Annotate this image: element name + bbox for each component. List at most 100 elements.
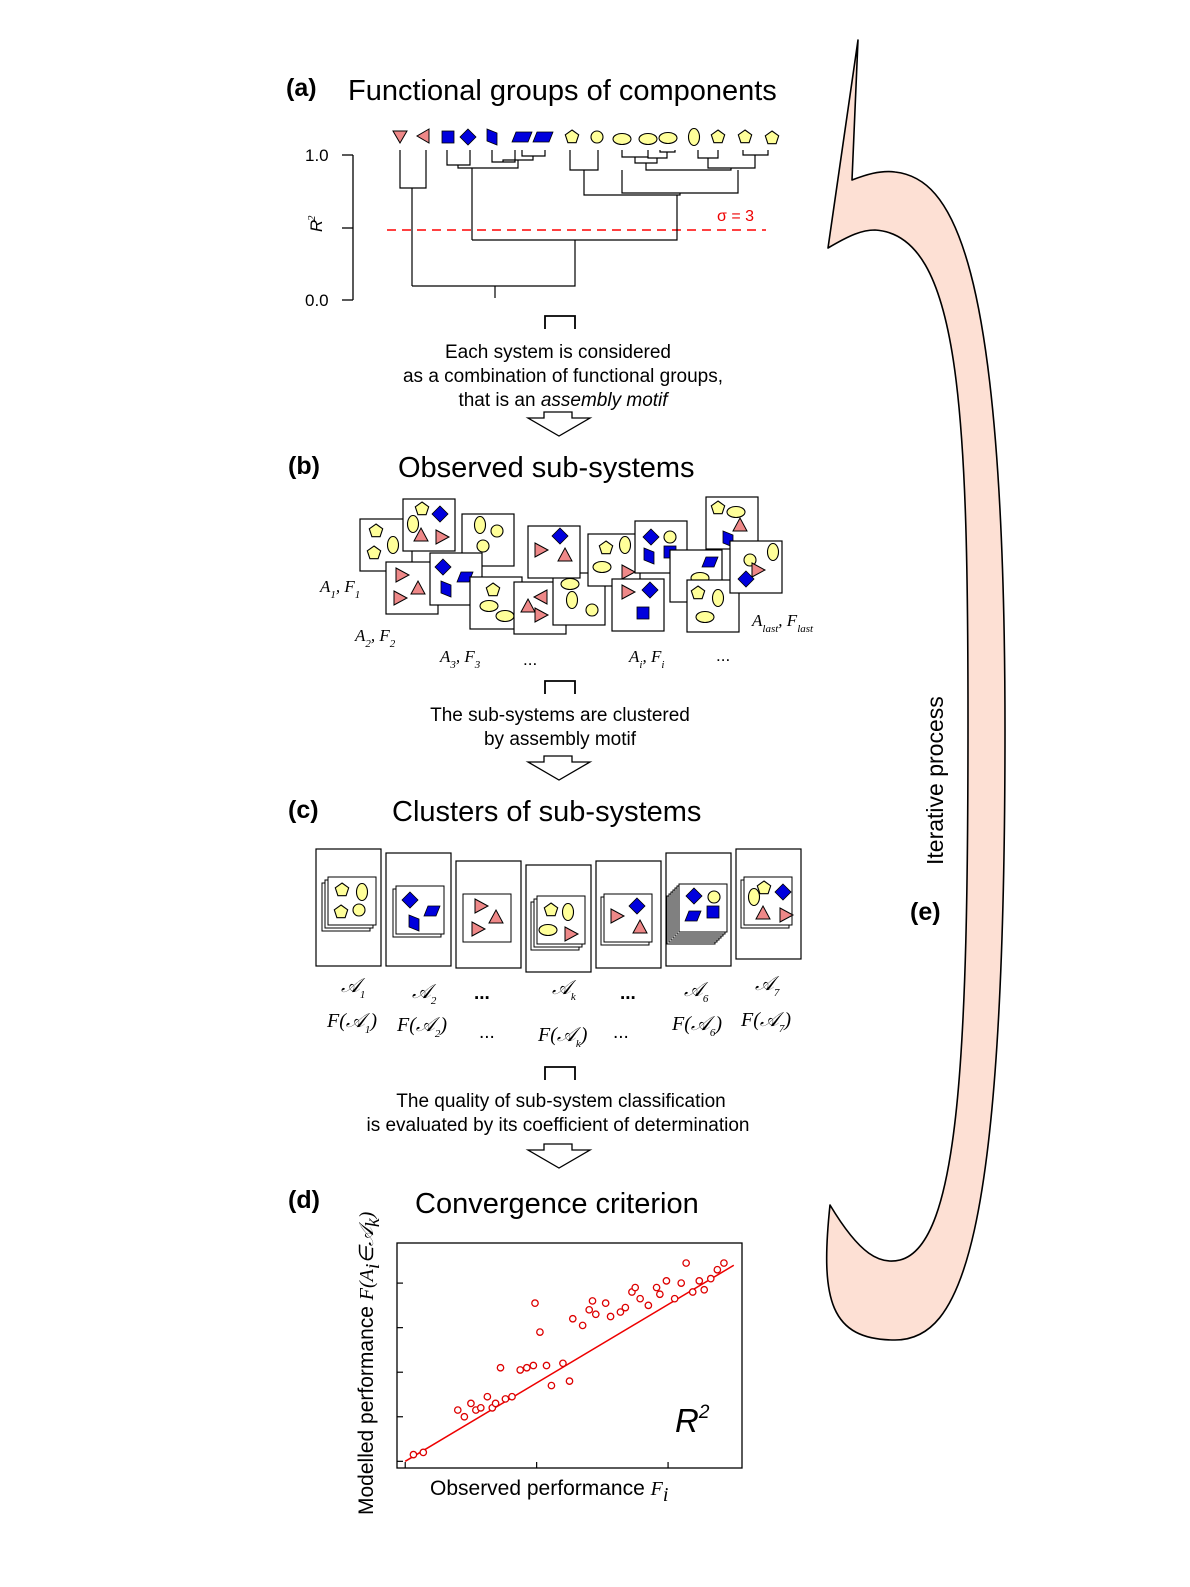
ytick-top: 1.0 xyxy=(305,146,329,165)
bracket-b xyxy=(544,680,576,694)
panel-b-label: (b) xyxy=(288,452,320,480)
description-c: The quality of sub-system classification… xyxy=(366,1091,749,1136)
data-point xyxy=(483,1392,492,1401)
data-point xyxy=(713,1265,722,1274)
data-point xyxy=(508,1392,516,1401)
data-point xyxy=(616,1308,625,1316)
bracket-a xyxy=(544,315,576,329)
svg-text:Modelled performance F(Ai∈𝒜k): Modelled performance F(Ai∈𝒜k) xyxy=(355,1211,384,1515)
svg-text:A3, F3: A3, F3 xyxy=(439,647,481,671)
svg-text:2: 2 xyxy=(306,215,318,221)
description-a: Each system is considered as a combinati… xyxy=(403,342,723,411)
data-point xyxy=(601,1299,610,1307)
cluster-label-1: 𝒜1 F(𝒜1) xyxy=(326,975,377,1036)
data-point xyxy=(547,1381,556,1390)
data-point xyxy=(409,1450,418,1459)
plot-ticks xyxy=(397,1282,669,1468)
svg-text:...: ... xyxy=(479,1022,495,1043)
data-point xyxy=(565,1377,574,1385)
data-point xyxy=(700,1285,709,1294)
iterative-arrow xyxy=(825,39,1006,1341)
data-point xyxy=(453,1406,462,1414)
data-point xyxy=(522,1363,531,1372)
svg-text:Each system is considered: Each system is considered xyxy=(445,342,671,363)
data-point xyxy=(662,1277,671,1285)
panel-e-label: (e) xyxy=(910,898,941,926)
svg-text:by assembly motif: by assembly motif xyxy=(484,729,637,750)
cluster-box xyxy=(735,848,802,960)
dendrogram-axis xyxy=(342,154,354,301)
svg-text:...: ... xyxy=(523,650,537,669)
data-point xyxy=(531,1299,539,1307)
svg-text:𝒜k: 𝒜k xyxy=(552,977,577,1003)
data-point xyxy=(682,1259,690,1267)
cluster-boxes xyxy=(315,848,802,973)
svg-text:R: R xyxy=(307,220,326,232)
svg-text:Alast, Flast: Alast, Flast xyxy=(751,611,814,635)
data-point xyxy=(496,1363,505,1372)
data-point xyxy=(720,1259,728,1267)
svg-text:The sub-systems are clustered: The sub-systems are clustered xyxy=(430,705,690,726)
panel-c-title: Clusters of sub-systems xyxy=(392,796,701,828)
data-point xyxy=(670,1294,679,1303)
cluster-label-5: ... ... xyxy=(613,983,636,1043)
plot-frame xyxy=(396,1242,743,1469)
data-point xyxy=(467,1399,475,1408)
data-point xyxy=(585,1305,594,1314)
iterative-process-label: Iterative process xyxy=(922,696,948,865)
svg-text:A2, F2: A2, F2 xyxy=(354,626,396,650)
scatter-y-label: Modelled performance F(Ai∈𝒜k) xyxy=(355,1211,384,1515)
cluster-box xyxy=(455,860,522,969)
svg-text:...: ... xyxy=(474,983,490,1004)
data-point xyxy=(542,1361,551,1370)
cluster-box xyxy=(665,852,732,967)
svg-text:𝒜1: 𝒜1 xyxy=(341,975,366,1001)
fit-line xyxy=(404,1264,735,1462)
subsystem-tags: A1, F1 A2, F2 A3, F3 ... Ai, Fi ... Alas… xyxy=(319,577,814,671)
data-point xyxy=(706,1274,715,1283)
data-point xyxy=(677,1279,686,1287)
data-point xyxy=(636,1294,644,1303)
data-point xyxy=(559,1359,567,1368)
data-point xyxy=(621,1303,630,1312)
r2-axis-label: R 2 xyxy=(306,215,326,232)
data-point xyxy=(516,1366,525,1374)
svg-text:...: ... xyxy=(613,1022,629,1043)
dendrogram xyxy=(399,150,769,298)
r2-annotation: R2 xyxy=(675,1402,710,1439)
data-point xyxy=(568,1314,577,1323)
panel-d-title: Convergence criterion xyxy=(415,1188,699,1220)
subsystem-card xyxy=(402,498,456,552)
data-point xyxy=(591,1310,600,1319)
cluster-box xyxy=(385,852,452,967)
down-arrow-c xyxy=(525,1143,593,1169)
data-point xyxy=(476,1404,485,1412)
threshold-label: σ = 3 xyxy=(717,208,754,225)
svg-text:F(𝒜2): F(𝒜2) xyxy=(396,1014,447,1040)
subsystem-card xyxy=(385,561,439,615)
subsystem-card xyxy=(611,578,665,632)
svg-text:as a combination of functional: as a combination of functional groups, xyxy=(403,366,723,387)
panel-a-label: (a) xyxy=(286,74,317,102)
data-point xyxy=(652,1283,661,1292)
scatter-points xyxy=(409,1259,728,1459)
svg-text:A1, F1: A1, F1 xyxy=(319,577,360,601)
cluster-labels: 𝒜1 F(𝒜1) 𝒜2 F(𝒜2) ... ... 𝒜k F(𝒜k) ... .… xyxy=(326,973,791,1050)
subsystem-card xyxy=(587,533,641,587)
scatter-plot: R2 xyxy=(396,1242,743,1469)
data-point xyxy=(419,1448,428,1457)
panel-a-title: Functional groups of components xyxy=(348,75,777,107)
data-point xyxy=(688,1288,697,1296)
cluster-box xyxy=(595,860,662,969)
svg-text:Ai, Fi: Ai, Fi xyxy=(628,647,664,671)
bracket-c xyxy=(544,1066,576,1080)
data-point xyxy=(656,1290,664,1299)
subsystem-card xyxy=(469,576,523,630)
ytick-bottom: 0.0 xyxy=(305,291,329,310)
panel-c-label: (c) xyxy=(288,796,319,824)
data-point xyxy=(644,1301,653,1310)
subsystem-card xyxy=(705,496,759,550)
data-point xyxy=(631,1283,640,1292)
cluster-label-7: 𝒜7 F(𝒜7) xyxy=(740,973,791,1035)
